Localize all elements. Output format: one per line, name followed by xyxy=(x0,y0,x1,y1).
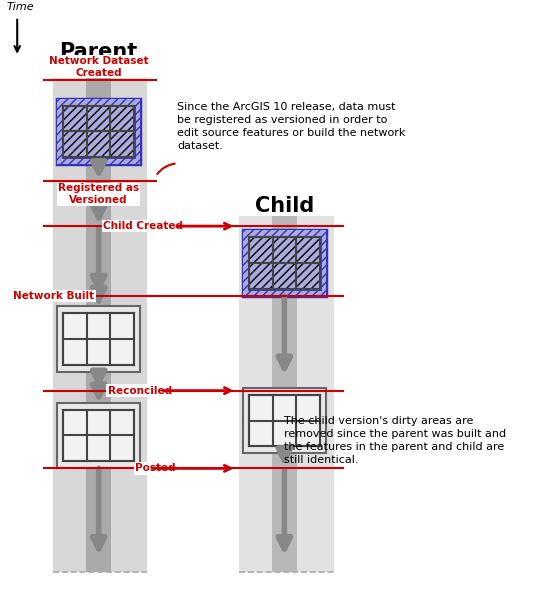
Bar xyxy=(57,98,140,165)
Text: Child Created: Child Created xyxy=(103,221,183,231)
Bar xyxy=(86,64,111,572)
Bar xyxy=(54,64,147,572)
Bar xyxy=(239,216,334,572)
Bar xyxy=(243,230,326,296)
Bar xyxy=(249,237,319,289)
Bar xyxy=(243,388,326,453)
Text: Reconciled: Reconciled xyxy=(108,385,172,395)
Bar xyxy=(63,105,134,157)
Bar xyxy=(57,403,140,468)
Text: Child: Child xyxy=(255,196,314,216)
Bar xyxy=(57,306,140,372)
Bar xyxy=(249,237,319,289)
Text: Time: Time xyxy=(6,2,34,12)
Text: Since the ArcGIS 10 release, data must
be registered as versioned in order to
ed: Since the ArcGIS 10 release, data must b… xyxy=(177,102,406,151)
Bar xyxy=(249,395,319,446)
Text: Posted: Posted xyxy=(135,464,176,474)
Bar xyxy=(57,98,140,165)
Bar xyxy=(243,230,326,296)
Bar xyxy=(63,410,134,461)
Text: Parent: Parent xyxy=(59,41,138,62)
Text: Registered as
Versioned: Registered as Versioned xyxy=(58,184,139,205)
Text: Network Dataset
Created: Network Dataset Created xyxy=(49,56,148,78)
Text: Network Built: Network Built xyxy=(13,291,94,301)
Text: The child version's dirty areas are
removed since the parent was built and
the f: The child version's dirty areas are remo… xyxy=(285,416,507,465)
Bar xyxy=(272,216,297,572)
Bar xyxy=(63,313,134,365)
Bar xyxy=(63,105,134,157)
